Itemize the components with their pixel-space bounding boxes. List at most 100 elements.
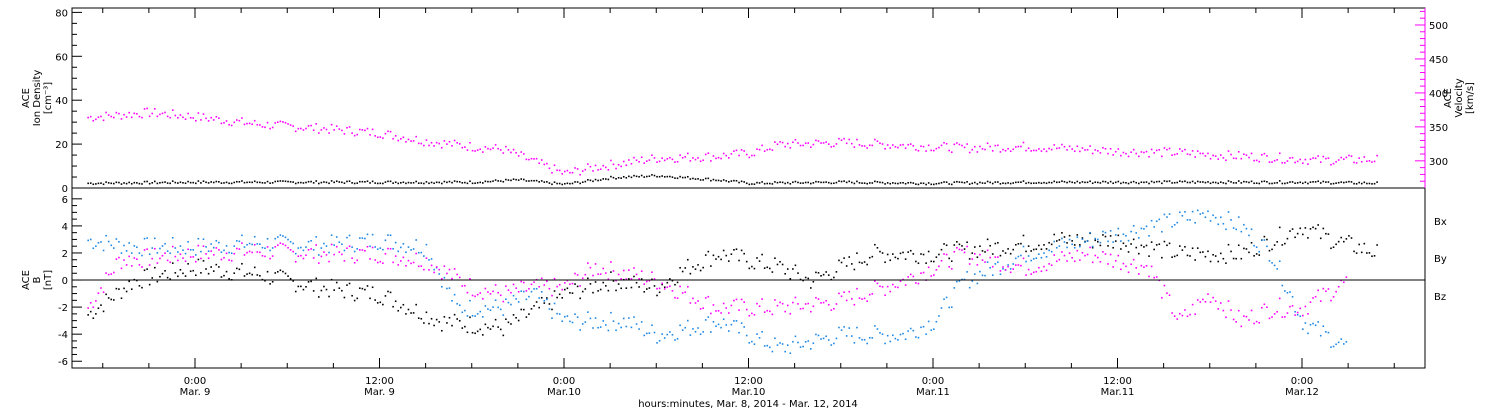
bz-point — [615, 279, 617, 282]
bz-point — [779, 301, 781, 304]
bx-point — [871, 255, 874, 258]
bx-point — [1235, 257, 1237, 260]
by-point — [766, 344, 769, 347]
velocity-point — [1204, 155, 1207, 157]
velocity-point — [166, 115, 169, 118]
bx-point — [512, 314, 515, 316]
bz-point — [520, 280, 523, 283]
density-point — [494, 179, 497, 181]
bx-point — [446, 322, 448, 324]
bz-point — [533, 281, 535, 283]
density-point — [499, 180, 502, 182]
density-point — [517, 179, 520, 181]
density-point — [1245, 181, 1248, 183]
by-point — [379, 247, 382, 249]
velocity-point — [374, 135, 376, 137]
bz-point — [343, 260, 346, 262]
bx-point — [592, 291, 594, 294]
by-point — [220, 251, 223, 254]
bz-point — [394, 255, 397, 257]
bz-point — [123, 259, 125, 261]
bx-point — [371, 286, 374, 289]
density-point — [651, 174, 653, 176]
density-point — [1286, 182, 1289, 184]
velocity-point — [261, 126, 264, 128]
bx-point — [410, 312, 412, 314]
by-point — [968, 286, 971, 289]
velocity-point — [307, 125, 310, 127]
bx-point — [1068, 234, 1071, 237]
bx-point — [994, 242, 997, 245]
by-point — [874, 325, 876, 327]
by-point — [956, 280, 958, 283]
bz-point — [1127, 271, 1130, 274]
bz-point — [289, 249, 292, 251]
by-point — [1089, 231, 1091, 234]
velocity-point — [845, 142, 848, 145]
density-point — [997, 181, 999, 183]
velocity-point — [1073, 150, 1076, 153]
bz-point — [169, 261, 171, 264]
bx-point — [95, 313, 97, 315]
density-point — [687, 175, 689, 178]
by-point — [584, 321, 587, 323]
by-point — [505, 298, 507, 301]
bz-point — [192, 256, 195, 258]
bz-point — [1135, 267, 1138, 269]
density-point — [154, 180, 156, 183]
velocity-point — [343, 133, 346, 135]
bz-point — [277, 244, 279, 246]
velocity-point — [566, 169, 569, 172]
velocity-point — [1048, 147, 1050, 150]
bx-point — [961, 245, 963, 247]
by-point — [1032, 258, 1035, 260]
density-point — [448, 180, 451, 183]
bx-point — [615, 289, 617, 292]
density-point — [1340, 181, 1343, 183]
bx-point — [904, 258, 907, 260]
density-point — [1209, 182, 1212, 185]
by-point — [556, 312, 558, 315]
velocity-point — [1127, 155, 1130, 158]
bz-point — [927, 266, 930, 269]
density-point — [753, 183, 756, 186]
bx-point — [1245, 248, 1248, 250]
by-point — [886, 334, 889, 337]
bx-point — [564, 288, 566, 291]
bx-point — [1153, 248, 1155, 251]
bx-point — [1171, 256, 1173, 259]
bz-point — [1250, 309, 1253, 312]
density-point — [433, 182, 435, 185]
velocity-point — [243, 123, 246, 126]
by-point — [797, 341, 799, 344]
by-point — [551, 317, 553, 319]
density-point — [533, 179, 535, 182]
by-point — [548, 308, 551, 310]
velocity-point — [236, 119, 238, 121]
velocity-point — [802, 144, 804, 147]
bz-point — [933, 274, 935, 276]
bz-point — [1266, 306, 1268, 309]
by-point — [625, 325, 628, 328]
velocity-point — [1163, 147, 1166, 149]
density-point — [930, 183, 933, 186]
density-point — [1140, 181, 1143, 184]
density-point — [902, 181, 904, 184]
bx-point — [1222, 257, 1225, 260]
bx-point — [651, 278, 653, 281]
velocity-point — [115, 111, 118, 114]
bx-point — [1302, 233, 1304, 236]
density-point — [738, 181, 740, 184]
bz-point — [551, 294, 553, 297]
velocity-point — [646, 160, 648, 162]
by-point — [1343, 343, 1345, 345]
density-point — [566, 182, 569, 185]
bx-point — [423, 322, 425, 324]
density-point — [971, 182, 974, 185]
density-point — [1027, 181, 1030, 184]
bx-point — [1371, 255, 1373, 258]
by-point — [356, 248, 359, 250]
bx-point — [497, 326, 499, 328]
bx-point — [935, 256, 938, 258]
velocity-point — [1196, 150, 1199, 152]
